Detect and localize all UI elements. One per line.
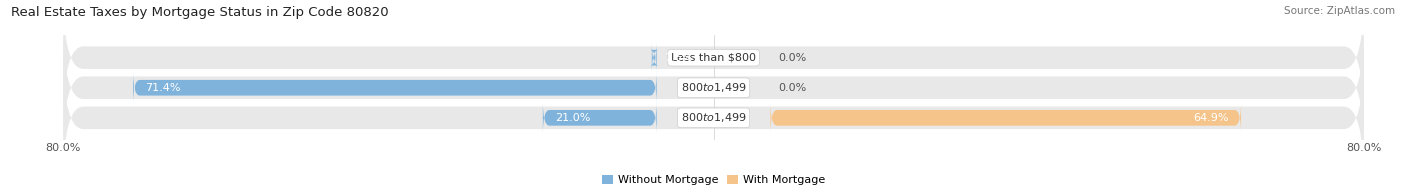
Text: 0.0%: 0.0% (779, 53, 807, 63)
Text: 64.9%: 64.9% (1194, 113, 1229, 123)
Text: $800 to $1,499: $800 to $1,499 (681, 111, 747, 124)
Text: Less than $800: Less than $800 (671, 53, 756, 63)
Text: $800 to $1,499: $800 to $1,499 (681, 81, 747, 94)
Text: Source: ZipAtlas.com: Source: ZipAtlas.com (1284, 6, 1395, 16)
Text: Real Estate Taxes by Mortgage Status in Zip Code 80820: Real Estate Taxes by Mortgage Status in … (11, 6, 389, 19)
Legend: Without Mortgage, With Mortgage: Without Mortgage, With Mortgage (598, 171, 830, 190)
FancyBboxPatch shape (63, 0, 1364, 122)
Text: 0.0%: 0.0% (779, 83, 807, 93)
Text: 71.4%: 71.4% (145, 83, 181, 93)
FancyBboxPatch shape (770, 102, 1241, 134)
Text: 7.6%: 7.6% (664, 53, 692, 63)
Text: 21.0%: 21.0% (555, 113, 591, 123)
FancyBboxPatch shape (134, 72, 657, 104)
FancyBboxPatch shape (63, 54, 1364, 182)
FancyBboxPatch shape (543, 102, 657, 134)
FancyBboxPatch shape (650, 41, 658, 74)
FancyBboxPatch shape (63, 24, 1364, 152)
